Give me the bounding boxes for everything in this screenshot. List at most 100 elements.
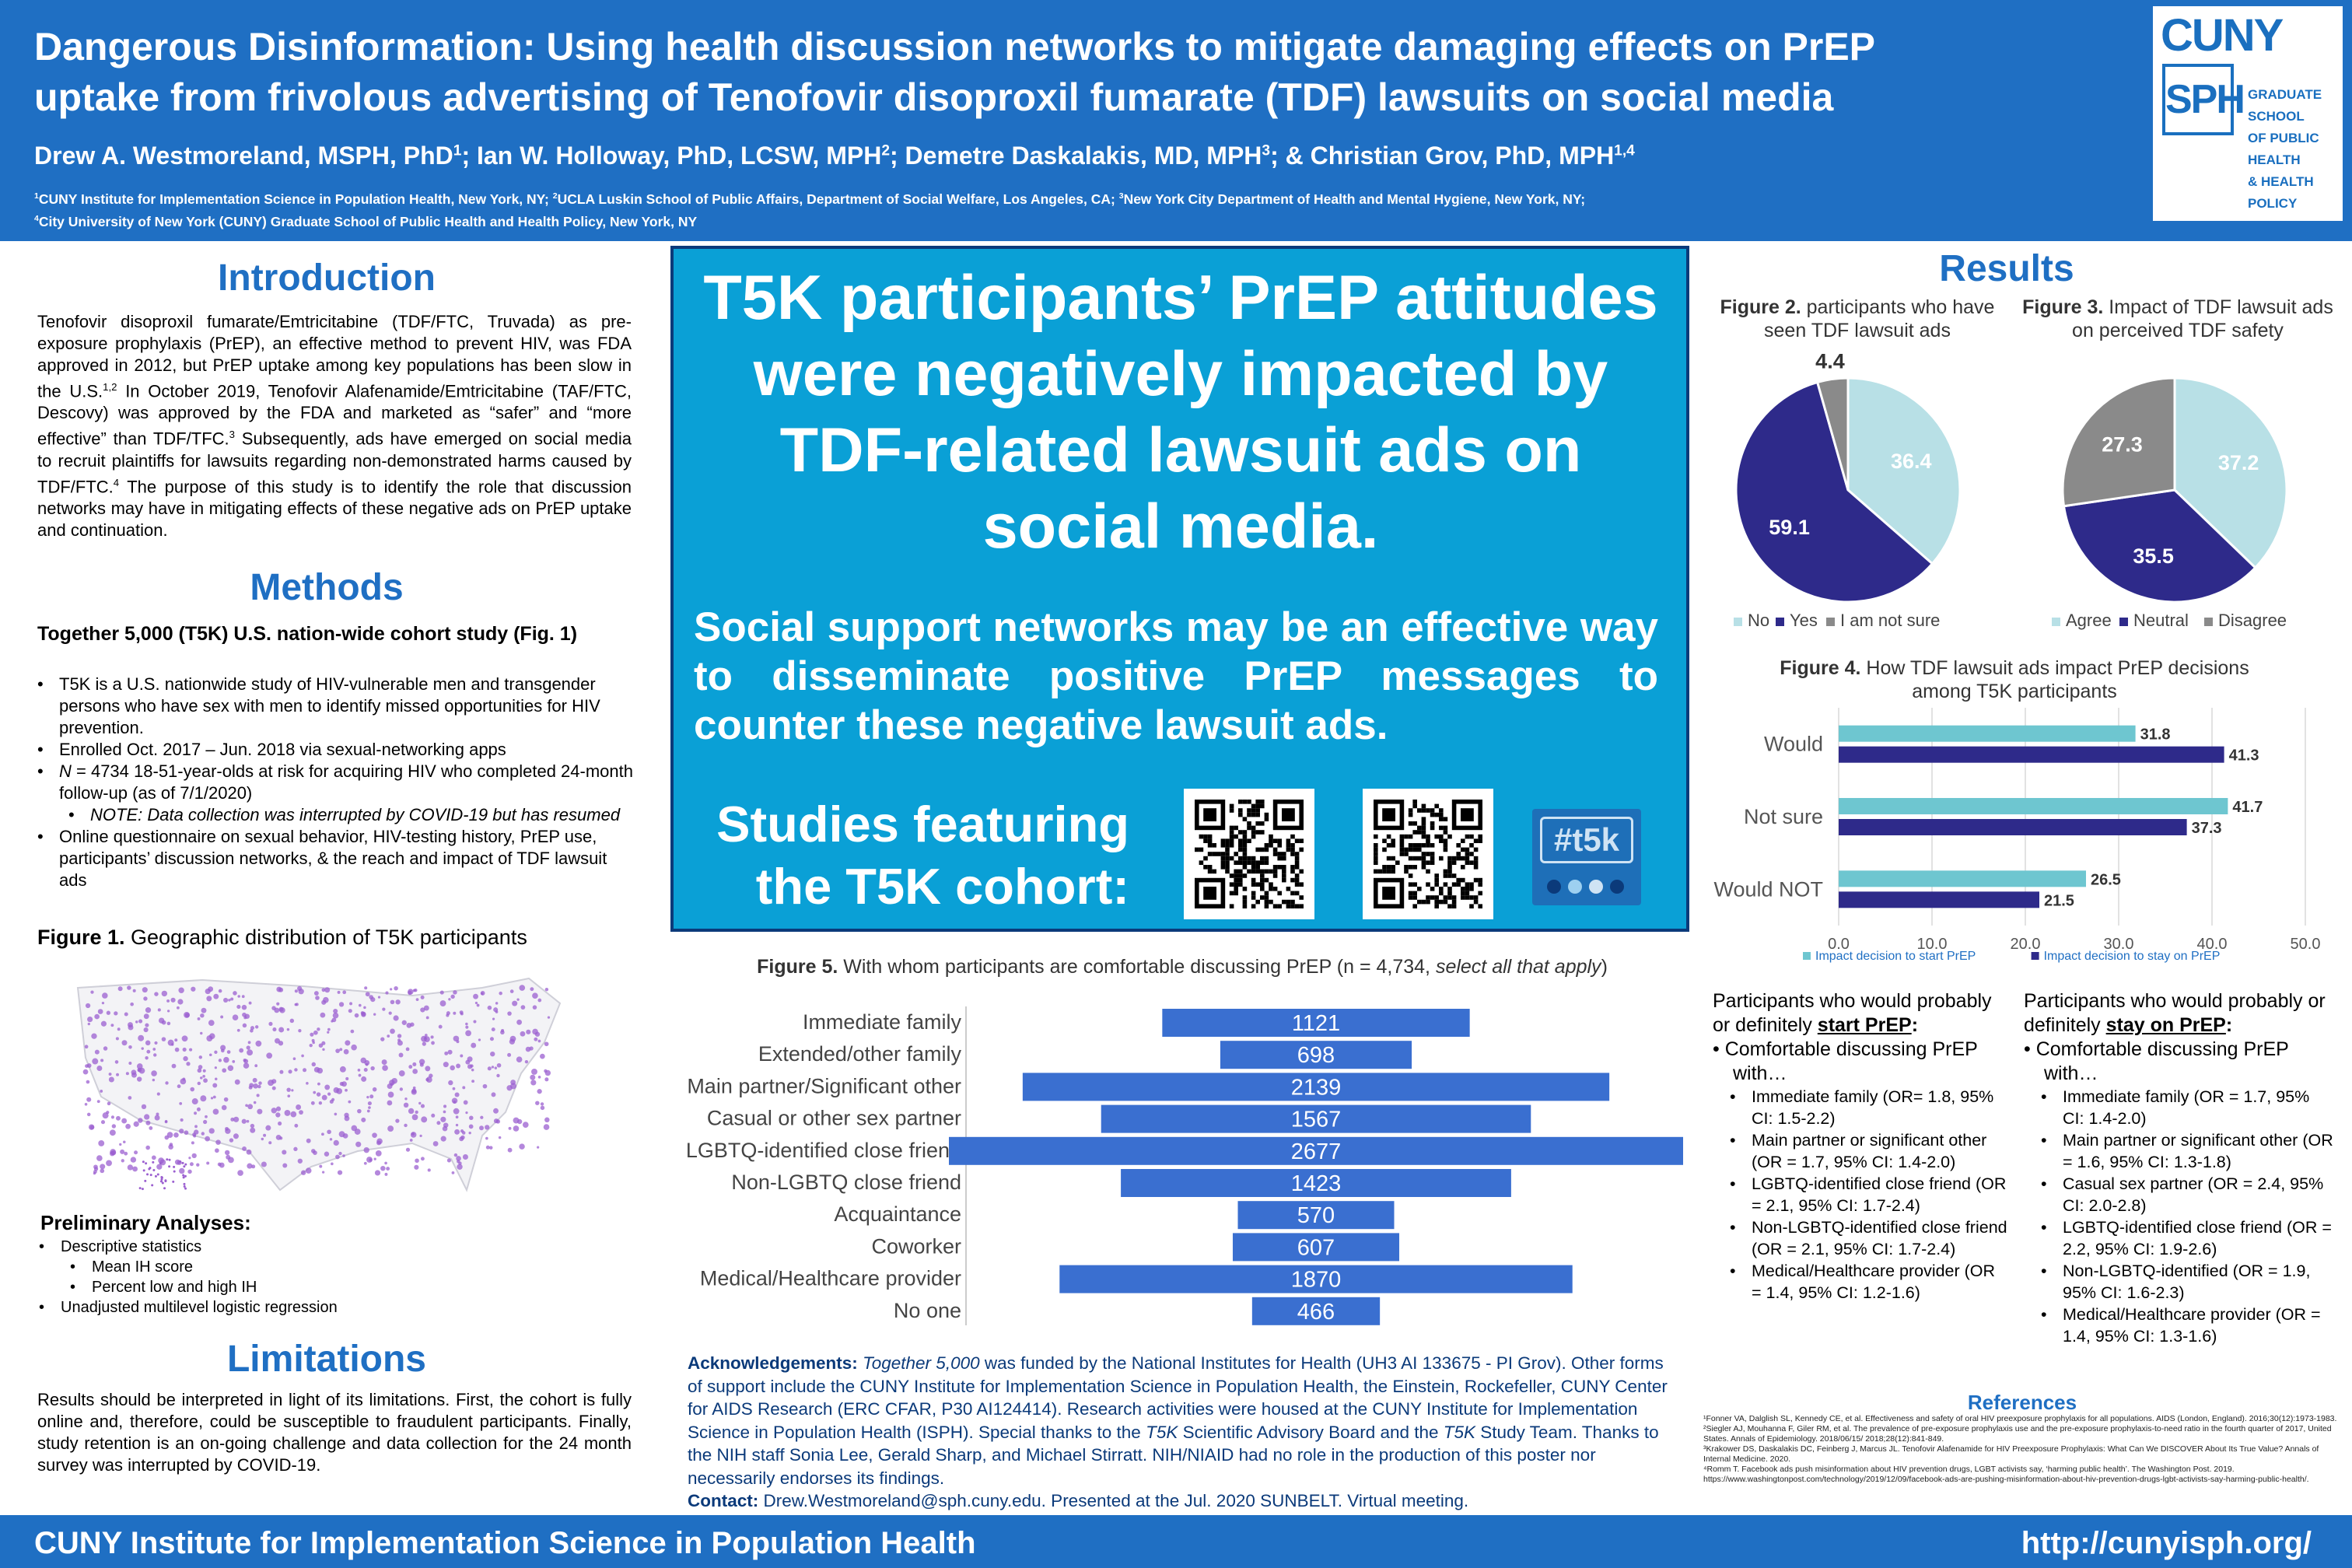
category-label: Would [1764, 733, 1823, 756]
methods-heading: Methods [250, 567, 404, 608]
figure5-caption: Figure 5. With whom participants are com… [757, 956, 1608, 978]
prelim-sub-item: Mean IH score [36, 1257, 580, 1277]
methods-bullet: Enrolled Oct. 2017 – Jun. 2018 via sexua… [34, 739, 633, 761]
stay-prep-item: Casual sex partner (OR = 2.4, 95% CI: 2.… [2038, 1173, 2335, 1216]
pie-slice-no [1846, 376, 1962, 565]
figure3-pie-chart: 37.2 35.5 27.3 Agree Neutral Disagree [2052, 376, 2288, 630]
bar-data-label: 1870 [1291, 1268, 1342, 1293]
reference-item: ²Siegler AJ, Mouhanna F, Giler RM, et al… [1703, 1424, 2332, 1444]
bar [1839, 819, 2187, 835]
category-label: Main partner/Significant other [687, 1074, 961, 1097]
us-participant-map [76, 977, 562, 1192]
figure4-caption: Figure 4. How TDF lawsuit ads impact PrE… [1780, 657, 2249, 702]
bar [1251, 1297, 1381, 1325]
header-divider [0, 235, 2352, 241]
start-prep-item: Immediate family (OR= 1.8, 95% CI: 1.5-2… [1727, 1086, 2008, 1129]
start-prep-list: Immediate family (OR= 1.8, 95% CI: 1.5-2… [1727, 1086, 2008, 1304]
logo-cuny-text: CUNY [2161, 10, 2284, 61]
stay-prep-item: LGBTQ-identified close friend (OR = 2.2,… [2038, 1216, 2335, 1260]
start-prep-item: Non-LGBTQ-identified close friend (OR = … [1727, 1216, 2008, 1260]
pie-slice-neutral [2062, 488, 2257, 604]
bar-data-label: 570 [1297, 1203, 1335, 1228]
category-label: Non-LGBTQ close friend [731, 1171, 961, 1194]
acknowledgements: Acknowledgements: Together 5,000 was fun… [688, 1353, 1668, 1510]
methods-bullet: T5K is a U.S. nationwide study of HIV-vu… [34, 674, 633, 739]
references-heading: References [1967, 1391, 2077, 1414]
bar-data-label: 26.5 [2091, 871, 2121, 888]
logo-sph-text: SPH [2162, 64, 2245, 135]
pie-slice-yes [1734, 380, 1934, 604]
x-tick-label: 50.0 [2291, 936, 2321, 953]
footer-institute: CUNY Institute for Implementation Scienc… [34, 1526, 976, 1560]
bar [1101, 1104, 1531, 1133]
references-list: ¹Fonner VA, Dalglish SL, Kennedy CE, et … [1703, 1414, 2341, 1485]
figure1-caption: Figure 1. Geographic distribution of T5K… [37, 926, 527, 949]
figure4-bar-chart: 0.0 10.0 20.0 30.0 40.0 50.0 Would 31.8 41.3 Not … [1713, 708, 2321, 963]
pie-slice-disagree [2061, 376, 2176, 508]
bar [1839, 725, 2136, 742]
footer-divider [0, 1515, 2352, 1521]
methods-bullet: N = 4734 18-51-year-olds at risk for acq… [34, 761, 633, 804]
qr-code-study-2[interactable] [1363, 789, 1493, 919]
bar-data-label: 41.7 [2232, 799, 2263, 816]
bar [1162, 1009, 1470, 1037]
bar [1237, 1201, 1395, 1230]
legend-label: Yes [1790, 611, 1818, 630]
studies-label: Studies featuring the T5K cohort: [716, 796, 1129, 915]
category-label: Casual or other sex partner [707, 1107, 961, 1130]
figure2-caption: Figure 2. participants who have seen TDF… [1720, 296, 1995, 341]
bar [949, 1136, 1683, 1165]
x-tick-label: 10.0 [1917, 936, 1948, 953]
legend-swatch [1826, 618, 1835, 626]
header-banner [0, 0, 2352, 235]
pie-data-label: 37.2 [2218, 451, 2259, 474]
start-prep-heading: Participants who would probably or defin… [1713, 990, 1992, 1036]
bar-data-label: 2139 [1291, 1075, 1342, 1100]
stay-prep-item: Medical/Healthcare provider (OR = 1.4, 9… [2038, 1304, 2335, 1347]
category-label: Would NOT [1713, 877, 1823, 901]
bar [1839, 746, 2224, 763]
legend-swatch [1776, 618, 1784, 626]
bar-data-label: 37.3 [2192, 820, 2222, 837]
category-label: LGBTQ-identified close friend [686, 1139, 961, 1162]
bar-data-label: 31.8 [2140, 726, 2171, 744]
prelim-heading: Preliminary Analyses: [40, 1211, 251, 1234]
pie-slice-i-am-not-sure [1815, 376, 1850, 491]
bar-data-label: 2677 [1291, 1139, 1342, 1164]
qr-code-study-1[interactable] [1184, 789, 1314, 919]
poster-title: Dangerous Disinformation: Using health d… [34, 22, 2134, 123]
affiliations: 1CUNY Institute for Implementation Scien… [34, 191, 1586, 229]
legend-swatch [2204, 618, 2213, 626]
limitations-heading: Limitations [226, 1339, 426, 1380]
start-prep-item: Medical/Healthcare provider (OR = 1.4, 9… [1727, 1260, 2008, 1304]
bar [1059, 1265, 1573, 1293]
pie-data-label: 59.1 [1769, 516, 1810, 539]
start-prep-item: Main partner or significant other (OR = … [1727, 1129, 2008, 1173]
limitations-text: Results should be interpreted in light o… [37, 1390, 632, 1475]
author-4: Christian Grov, PhD, MPH1,4 [1310, 142, 1635, 170]
introduction-heading: Introduction [218, 257, 436, 299]
stay-prep-item: Non-LGBTQ-identified (OR = 1.9, 95% CI: … [2038, 1260, 2335, 1304]
prelim-item: Unadjusted multilevel logistic regressio… [36, 1297, 580, 1318]
methods-subheading: Together 5,000 (T5K) U.S. nation-wide co… [37, 623, 578, 645]
legend-swatch [1734, 618, 1742, 626]
author-3: Demetre Daskalakis, MD, MPH3; & [905, 142, 1311, 170]
bar [1839, 870, 2086, 887]
bar-data-label: 466 [1297, 1300, 1335, 1325]
category-label: No one [894, 1299, 961, 1322]
x-tick-label: 30.0 [2104, 936, 2134, 953]
pie-data-label: 27.3 [2102, 433, 2143, 457]
t5k-logo: #t5k [1532, 809, 1641, 905]
footer-url-link[interactable]: http://cunyisph.org/ [2021, 1526, 2312, 1560]
stay-prep-block: Participants who would probably or defin… [2024, 989, 2335, 1347]
legend-swatch [2052, 618, 2060, 626]
figure2-pie-chart: 36.4 59.1 4.4 No Yes I am not sure [1734, 350, 1962, 630]
bar-data-label: 41.3 [2229, 747, 2259, 765]
bar-data-label: 1423 [1291, 1171, 1342, 1196]
legend-label: Neutral [2133, 611, 2189, 630]
bar [1839, 798, 2228, 814]
cuny-sph-logo: CUNY SPH GRADUATE SCHOOL OF PUBLIC HEALT… [2153, 6, 2343, 221]
figure3-caption: Figure 3. Impact of TDF lawsuit ads on p… [2022, 296, 2333, 341]
pie-data-label: 4.4 [1815, 350, 1845, 373]
stay-prep-list: Immediate family (OR = 1.7, 95% CI: 1.4-… [2038, 1086, 2335, 1347]
